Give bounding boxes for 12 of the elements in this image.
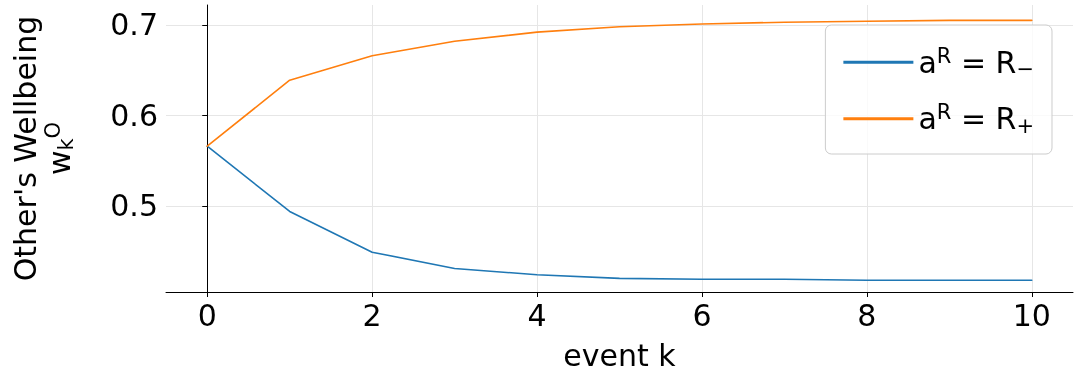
x-tick-label: 4 bbox=[527, 297, 547, 333]
y-tick-label: 0.7 bbox=[110, 7, 158, 43]
x-tick-label: 10 bbox=[1012, 297, 1051, 333]
x-tick-label: 6 bbox=[692, 297, 712, 333]
x-axis-title: event k bbox=[563, 337, 677, 373]
line-series bbox=[206, 145, 1033, 282]
x-tick-label: 2 bbox=[362, 297, 382, 333]
line-series bbox=[206, 19, 1033, 148]
y-tick-label: 0.6 bbox=[110, 97, 158, 133]
y-tick-label: 0.5 bbox=[110, 188, 158, 224]
x-tick-label: 8 bbox=[857, 297, 877, 333]
x-tick-label: 0 bbox=[197, 297, 217, 333]
